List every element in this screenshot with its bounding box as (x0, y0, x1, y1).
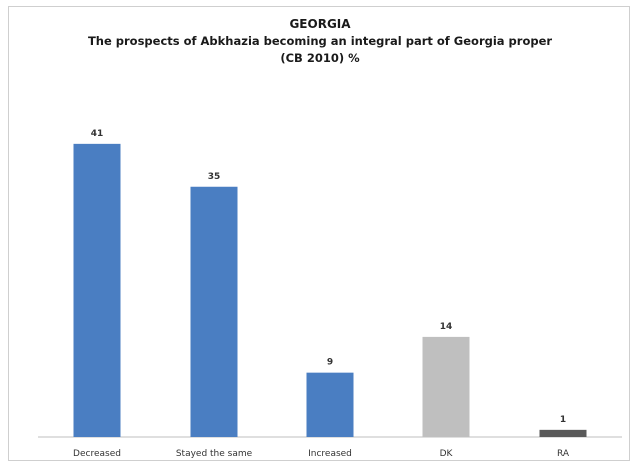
chart-title-block: GEORGIA The prospects of Abkhazia becomi… (0, 16, 640, 67)
data-label-dk: 14 (440, 322, 453, 332)
data-label-stayed-the-same: 35 (208, 172, 221, 182)
data-label-decreased: 41 (91, 129, 104, 139)
data-label-ra: 1 (560, 415, 566, 425)
x-tick-label-stayed-the-same: Stayed the same (176, 449, 253, 459)
bar-decreased (73, 143, 121, 437)
bar-ra (539, 429, 587, 437)
x-tick-label-dk: DK (440, 449, 454, 459)
bar-dk (422, 336, 470, 437)
chart-subtitle-line-1: The prospects of Abkhazia becoming an in… (87, 34, 553, 48)
x-tick-label-ra: RA (557, 449, 570, 459)
x-tick-label-increased: Increased (308, 449, 352, 459)
x-tick-label-decreased: Decreased (73, 449, 121, 459)
data-label-increased: 9 (327, 358, 333, 368)
chart-title: GEORGIA (289, 17, 351, 31)
bar-stayed-the-same (190, 186, 238, 437)
chart-subtitle-line-2: (CB 2010) % (280, 51, 360, 65)
bar-increased (306, 372, 354, 437)
